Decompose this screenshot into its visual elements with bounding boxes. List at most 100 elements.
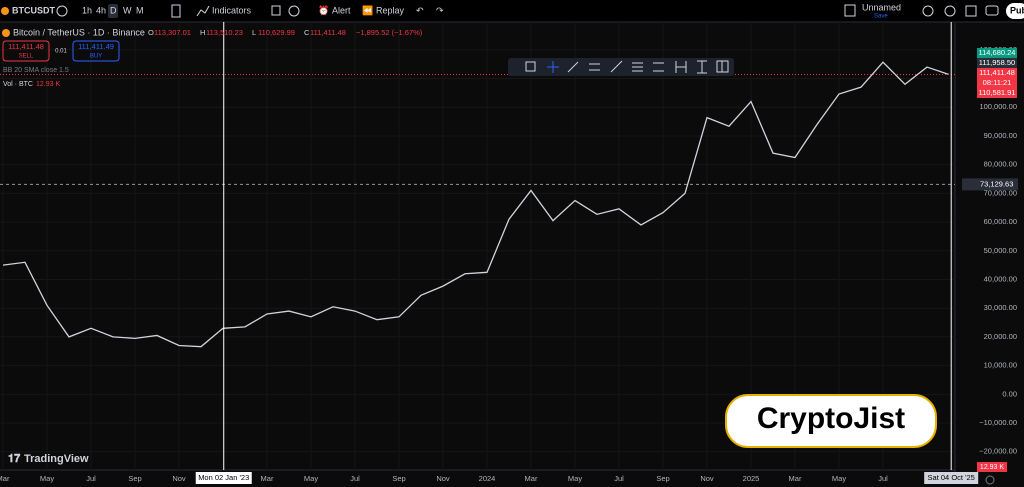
fullscreen-button[interactable] bbox=[965, 5, 977, 17]
x-tick-label: Mar bbox=[525, 474, 538, 483]
x-tick-label: Nov bbox=[700, 474, 714, 483]
x-tick-label: Jul bbox=[878, 474, 888, 483]
x-tick-label: 2024 bbox=[479, 474, 496, 483]
y-tick-label: 0.00 bbox=[1002, 389, 1017, 398]
ohlc-key: C bbox=[304, 28, 310, 37]
price-tag bbox=[977, 48, 1017, 58]
price-tag-label: 111,958.50 bbox=[979, 58, 1015, 67]
x-tick-label: Jul bbox=[350, 474, 360, 483]
x-tick-label: Nov bbox=[436, 474, 450, 483]
crosshair-y-tag bbox=[962, 178, 1018, 191]
save-button[interactable]: Save bbox=[874, 14, 888, 20]
buy-label: BUY bbox=[90, 54, 102, 60]
watermark: TradingView bbox=[24, 453, 89, 465]
bb-indicator: BB 20 SMA close 1.5 bbox=[3, 67, 69, 74]
countdown-tag bbox=[977, 78, 1017, 88]
y-tick-label: 50,000.00 bbox=[984, 246, 1017, 255]
ohlc-key: L bbox=[252, 28, 256, 37]
price-axis bbox=[955, 23, 1024, 478]
add-symbol[interactable] bbox=[56, 5, 68, 17]
count-badge[interactable] bbox=[288, 5, 300, 17]
publish-button[interactable] bbox=[1006, 3, 1024, 19]
x-tick-label: Sep bbox=[392, 474, 405, 483]
ohlc-value: 113,510.23 bbox=[206, 28, 243, 37]
vol-tag-label: 12.93 K bbox=[980, 464, 1004, 471]
ohlc-key: O bbox=[148, 28, 154, 37]
cursor-x-label: Sat 04 Oct '25 bbox=[928, 473, 975, 482]
ohlc-value: 113,307.01 bbox=[154, 28, 191, 37]
buy-price: 111,411.49 bbox=[78, 42, 114, 51]
publish-label: Pub bbox=[1010, 5, 1024, 15]
price-tag-label: 111,411.48 bbox=[979, 68, 1015, 77]
x-tick-label: Sep bbox=[128, 474, 141, 483]
x-tick-label: Mar bbox=[789, 474, 802, 483]
y-tick-label: 10,000.00 bbox=[984, 361, 1017, 370]
indicators-icon bbox=[196, 5, 210, 17]
y-tick-label: −20,000.00 bbox=[979, 447, 1017, 456]
search-button[interactable] bbox=[922, 5, 934, 17]
buy-button[interactable] bbox=[72, 40, 120, 62]
x-tick-label: Jul bbox=[614, 474, 624, 483]
spread: 0.01 bbox=[55, 49, 67, 55]
y-tick-label: 40,000.00 bbox=[984, 274, 1017, 283]
x-tick-label: May bbox=[832, 474, 846, 483]
x-tick-label: Mar bbox=[0, 474, 10, 483]
tool[interactable] bbox=[567, 61, 579, 73]
y-tick-label: 80,000.00 bbox=[984, 160, 1017, 169]
tool[interactable] bbox=[610, 60, 623, 73]
x-tick-label: 2025 bbox=[743, 474, 760, 483]
drawing-toolbar bbox=[508, 58, 734, 76]
y-tick-label: 70,000.00 bbox=[984, 188, 1017, 197]
alert-icon: ⏰ bbox=[318, 4, 329, 15]
y-tick-label: 20,000.00 bbox=[984, 332, 1017, 341]
ohlc-key: H bbox=[200, 28, 205, 37]
interval[interactable]: M bbox=[136, 5, 144, 15]
watermark-logo: 𝟏𝟕 bbox=[8, 453, 21, 465]
legend-title: Bitcoin / TetherUS · 1D · Binance bbox=[13, 27, 145, 37]
y-tick-label: 100,000.00 bbox=[979, 102, 1017, 111]
replay-icon: ⏪ bbox=[362, 4, 373, 15]
interval[interactable]: 1h bbox=[82, 5, 92, 15]
ohlc-value: 111,411.48 bbox=[310, 28, 346, 37]
redo[interactable]: ↷ bbox=[436, 5, 444, 15]
sell-button[interactable] bbox=[2, 40, 50, 62]
legend-icon bbox=[2, 29, 10, 37]
vol-tag bbox=[977, 462, 1007, 472]
interval[interactable]: D bbox=[110, 5, 117, 15]
x-tick-label: Sep bbox=[656, 474, 669, 483]
x-tick-label: Nov bbox=[172, 474, 186, 483]
ohlc-value: 110,629.99 bbox=[258, 28, 295, 37]
snapshot-button[interactable] bbox=[985, 5, 999, 16]
price-tag-label: 114,680.24 bbox=[979, 48, 1016, 57]
crosshair-x-tag bbox=[195, 472, 252, 484]
layout-icon bbox=[844, 4, 856, 17]
x-tick-label: May bbox=[40, 474, 54, 483]
tool[interactable] bbox=[525, 61, 536, 72]
symbol[interactable]: BTCUSDT bbox=[12, 5, 55, 15]
y-tick-label: 30,000.00 bbox=[984, 303, 1017, 312]
undo[interactable]: ↶ bbox=[416, 5, 424, 15]
indicators-button[interactable]: Indicators bbox=[212, 5, 252, 15]
price-tag bbox=[977, 88, 1017, 98]
replay-button[interactable]: Replay bbox=[376, 5, 405, 15]
top-toolbar bbox=[0, 0, 1024, 22]
brand: CryptoJist bbox=[757, 402, 905, 435]
layout-name[interactable]: Unnamed bbox=[862, 2, 901, 12]
drawing-tools bbox=[525, 60, 729, 74]
interval[interactable]: 4h bbox=[96, 5, 106, 15]
chart-type-button[interactable] bbox=[171, 4, 181, 18]
settings-button[interactable] bbox=[944, 5, 956, 17]
price-tag bbox=[977, 58, 1017, 68]
alert-button[interactable]: Alert bbox=[332, 5, 351, 15]
templates-button[interactable] bbox=[271, 5, 281, 16]
brand-badge bbox=[725, 394, 937, 448]
sell-price: 111,411.48 bbox=[8, 42, 44, 51]
axis-settings[interactable] bbox=[985, 475, 995, 485]
x-tick-label: Jul bbox=[86, 474, 96, 483]
x-tick-label: May bbox=[304, 474, 318, 483]
x-tick-label: Mar bbox=[261, 474, 274, 483]
interval[interactable]: W bbox=[123, 5, 132, 15]
crosshair-y-label: 73,129.63 bbox=[980, 179, 1013, 188]
price-tag bbox=[977, 68, 1017, 78]
y-tick-label: 60,000.00 bbox=[984, 217, 1017, 226]
